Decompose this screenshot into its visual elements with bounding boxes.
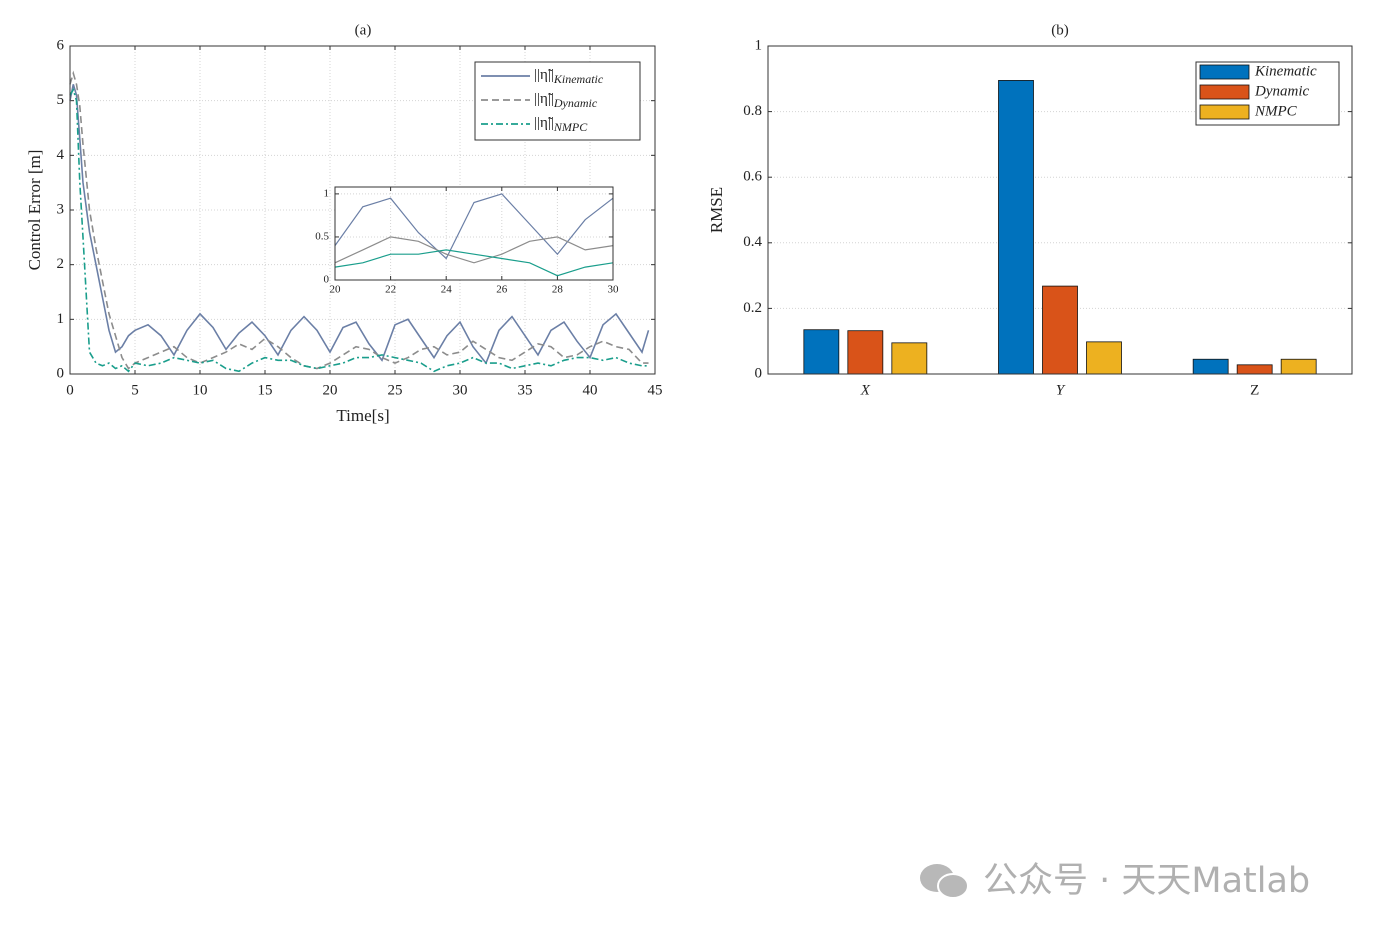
x-tick-label: 35 <box>518 382 533 398</box>
bar <box>803 329 840 375</box>
legend-swatch <box>1199 104 1250 120</box>
x-tick-label: 5 <box>131 382 139 398</box>
legend-label: ||η̃||Kinematic <box>534 67 604 85</box>
chart-title: (a) <box>355 22 372 38</box>
x-tick-label: 26 <box>496 284 508 296</box>
legend: Kinematic Dynamic NMPC <box>1195 61 1340 126</box>
x-tick-label: 0 <box>66 382 74 398</box>
legend-symbol: ||η̃|| <box>534 67 554 83</box>
y-tick-label: 1 <box>755 37 763 53</box>
x-axis-label: Time[s] <box>336 406 389 425</box>
x-tick-label: Y <box>1056 382 1066 398</box>
watermark-icon <box>920 864 969 899</box>
x-tick-label: 15 <box>258 382 273 398</box>
x-tick-label: 20 <box>330 284 342 296</box>
x-tick-label: 30 <box>608 284 620 296</box>
y-tick-label: 4 <box>57 147 65 163</box>
legend-name: NMPC <box>553 120 588 134</box>
x-tick-label: 28 <box>552 284 564 296</box>
x-tick-label: 40 <box>583 382 598 398</box>
y-tick-label: 0.2 <box>743 300 762 316</box>
legend-name: Dynamic <box>553 96 598 110</box>
y-tick-label: 2 <box>57 256 65 272</box>
y-tick-label: 0 <box>755 365 763 381</box>
x-tick-label: 24 <box>441 284 453 296</box>
y-tick-label: 0.8 <box>743 103 762 119</box>
line-series <box>334 236 614 264</box>
bar <box>847 330 884 375</box>
legend-label: NMPC <box>1254 103 1298 119</box>
plot-area <box>335 187 613 280</box>
line-series <box>334 193 614 260</box>
line-series <box>69 84 650 365</box>
axes-border <box>69 45 656 375</box>
axes-border <box>767 45 1353 375</box>
legend-label: ||η̃||Dynamic <box>534 91 598 109</box>
x-tick-label: 30 <box>453 382 468 398</box>
inset-border <box>334 186 614 281</box>
y-tick-label: 6 <box>57 37 65 53</box>
x-tick-label: 45 <box>648 382 663 398</box>
y-tick-label: 5 <box>57 92 65 108</box>
x-tick-label: 22 <box>385 284 396 296</box>
y-tick-label: 3 <box>57 201 65 217</box>
legend-swatch <box>1199 84 1250 100</box>
x-tick-label: X <box>860 382 871 398</box>
legend-symbol: ||η̃|| <box>534 91 554 107</box>
bar <box>891 342 928 375</box>
legend-box <box>474 61 641 141</box>
bar <box>1236 364 1273 375</box>
y-tick-label: 0.6 <box>743 169 762 185</box>
x-tick-label: 20 <box>323 382 338 398</box>
y-axis-label: RMSE <box>707 187 726 233</box>
chart-title: (b) <box>1051 22 1069 38</box>
legend-swatch <box>1199 64 1250 80</box>
legend: ||η̃||Kinematic||η̃||Dynamic||η̃||NMPC <box>474 61 641 141</box>
x-tick-label: 25 <box>388 382 403 398</box>
y-tick-label: 1 <box>324 187 330 199</box>
x-tick-label: 10 <box>193 382 208 398</box>
bar <box>1042 285 1078 375</box>
legend-symbol: ||η̃|| <box>534 115 554 131</box>
bar <box>1086 341 1122 375</box>
bar <box>998 80 1034 375</box>
bar <box>1192 358 1229 375</box>
line-series <box>69 70 649 370</box>
y-tick-label: 0.4 <box>743 234 762 250</box>
legend-label: ||η̃||NMPC <box>534 115 588 133</box>
legend-name: Kinematic <box>553 72 604 86</box>
y-tick-label: 1 <box>57 311 65 327</box>
legend-label: Dynamic <box>1254 83 1309 99</box>
y-axis-label: Control Error [m] <box>25 150 44 271</box>
y-tick-label: 0 <box>57 365 65 381</box>
bar <box>1280 358 1317 375</box>
watermark: 公众号 · 天天Matlab <box>983 861 1310 901</box>
y-tick-label: 0 <box>324 274 330 286</box>
legend-label: Kinematic <box>1254 63 1317 79</box>
line-series <box>69 87 649 373</box>
y-tick-label: 0.5 <box>315 230 329 242</box>
line-series <box>334 249 614 277</box>
x-tick-label: Z <box>1250 382 1259 398</box>
